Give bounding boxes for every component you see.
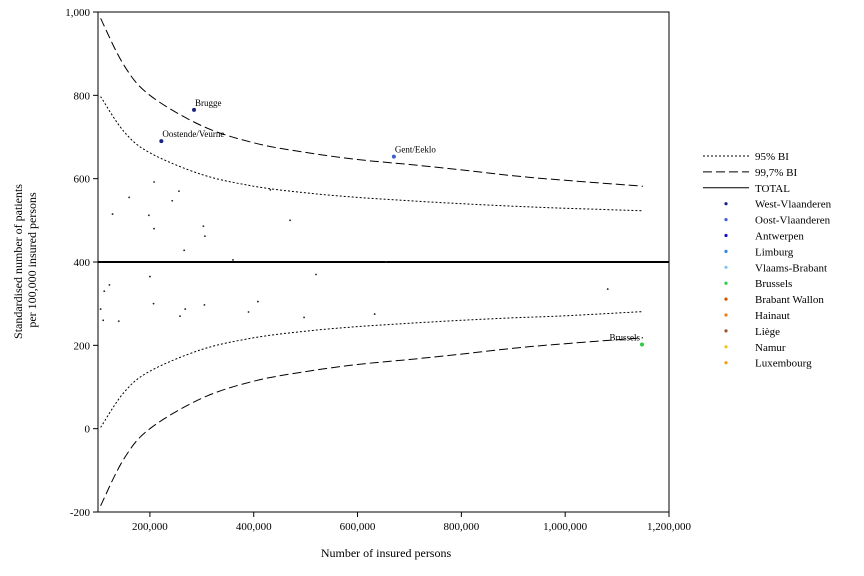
- y-tick-label-0: -200: [70, 507, 91, 519]
- legend-label-series-3: Limburg: [755, 246, 794, 258]
- legend-label-series-2: Antwerpen: [755, 231, 804, 243]
- legend-label-series-1: Oost-Vlaanderen: [755, 215, 831, 227]
- legend-marker-2: [724, 233, 728, 238]
- line-0-upper: [100, 96, 644, 212]
- y-axis-title: Standardised number of patients per 100,…: [11, 181, 39, 339]
- minor-point-8: [202, 225, 205, 228]
- legend-marker-1: [724, 218, 728, 222]
- legend: 95% BI 99,7% BI TOTAL West-Vlaanderen Oost-V…: [703, 151, 832, 370]
- legend-marker-8: [724, 329, 728, 333]
- minor-points: [99, 181, 609, 323]
- minor-point-20: [152, 302, 155, 305]
- legend-label-series-7: Hainaut: [755, 310, 790, 322]
- y-tick-label-2: 200: [74, 340, 91, 352]
- minor-point-11: [269, 189, 272, 191]
- minor-point-3: [147, 214, 150, 217]
- minor-point-4: [153, 227, 155, 230]
- legend-label-series-5: Brussels: [755, 278, 792, 290]
- legend-marker-5: [724, 281, 728, 285]
- x-tick-label-1: 400,000: [236, 521, 272, 533]
- minor-point-14: [99, 308, 102, 310]
- minor-point-5: [171, 199, 174, 202]
- minor-point-29: [606, 288, 609, 290]
- confidence-lines: [100, 18, 644, 507]
- point-label-0-1: Oostende/Veurne: [162, 129, 224, 139]
- minor-point-2: [153, 181, 155, 183]
- minor-point-17: [108, 284, 111, 286]
- legend-label-series-4: Vlaams-Brabant: [755, 262, 827, 274]
- legend-label-series-0: West-Vlaanderen: [755, 199, 832, 211]
- y-axis: -200 0 200 400 600 800 1,000: [65, 7, 98, 519]
- x-tick-label-2: 600,000: [340, 521, 376, 533]
- minor-point-10: [232, 259, 234, 261]
- legend-marker-6: [724, 297, 728, 301]
- minor-point-13: [385, 261, 387, 263]
- y-axis-title-line-2: per 100,000 insured persons: [25, 192, 39, 328]
- minor-point-22: [184, 308, 187, 310]
- minor-point-0: [111, 213, 114, 215]
- y-tick-label-5: 800: [74, 90, 91, 102]
- point-0-0: [192, 107, 197, 112]
- minor-point-21: [179, 315, 181, 318]
- legend-label-line-1: 99,7% BI: [755, 167, 798, 179]
- minor-point-24: [247, 311, 250, 313]
- legend-marker-7: [724, 313, 728, 317]
- minor-point-1: [128, 196, 131, 199]
- y-tick-label-3: 400: [74, 257, 91, 269]
- minor-point-19: [149, 275, 151, 278]
- minor-point-25: [256, 300, 259, 303]
- minor-point-27: [315, 273, 317, 276]
- minor-point-6: [178, 190, 180, 193]
- minor-point-9: [204, 235, 206, 238]
- line-0-lower: [100, 311, 644, 428]
- y-axis-title-line-1: Standardised number of patients: [11, 184, 25, 339]
- x-axis: 200,000 400,000 600,000 800,000 1,000,000 1,2…: [132, 512, 692, 533]
- line-1-upper: [100, 18, 644, 187]
- point-1-0: [391, 154, 396, 159]
- minor-point-16: [103, 290, 106, 293]
- data-points: Brugge Oostende/Veurne Gent/Eeklo Brussels: [159, 98, 645, 347]
- legend-label-series-10: Luxembourg: [755, 358, 812, 370]
- minor-point-18: [117, 320, 120, 323]
- x-tick-label-5: 1,200,000: [647, 521, 692, 533]
- point-label-1-0: Gent/Eeklo: [395, 145, 436, 155]
- point-label-5-0: Brussels: [609, 333, 640, 343]
- x-tick-label-4: 1,000,000: [543, 521, 588, 533]
- y-tick-label-4: 600: [74, 174, 91, 186]
- y-tick-label-1: 0: [85, 424, 91, 436]
- minor-point-26: [303, 316, 305, 319]
- point-5-0: [640, 342, 645, 347]
- legend-label-series-9: Namur: [755, 342, 786, 354]
- y-tick-label-6: 1,000: [65, 7, 90, 19]
- x-tick-label-3: 800,000: [443, 521, 479, 533]
- legend-label-line-2: TOTAL: [755, 183, 790, 195]
- legend-marker-0: [724, 202, 728, 206]
- legend-label-series-8: Liège: [755, 326, 780, 338]
- legend-marker-4: [724, 265, 728, 269]
- legend-label-series-6: Brabant Wallon: [755, 294, 824, 306]
- minor-point-12: [289, 219, 291, 222]
- point-0-1: [159, 139, 164, 144]
- legend-label-line-0: 95% BI: [755, 151, 789, 163]
- minor-point-15: [102, 319, 105, 322]
- minor-point-23: [203, 304, 206, 306]
- legend-marker-9: [724, 345, 728, 349]
- legend-marker-3: [724, 249, 728, 253]
- x-tick-label-0: 200,000: [132, 521, 168, 533]
- x-axis-title: Number of insured persons: [321, 546, 452, 560]
- minor-point-28: [373, 313, 376, 315]
- legend-marker-10: [724, 361, 728, 365]
- line-1-lower: [100, 337, 644, 507]
- point-label-0-0: Brugge: [195, 98, 222, 108]
- minor-point-7: [183, 249, 186, 252]
